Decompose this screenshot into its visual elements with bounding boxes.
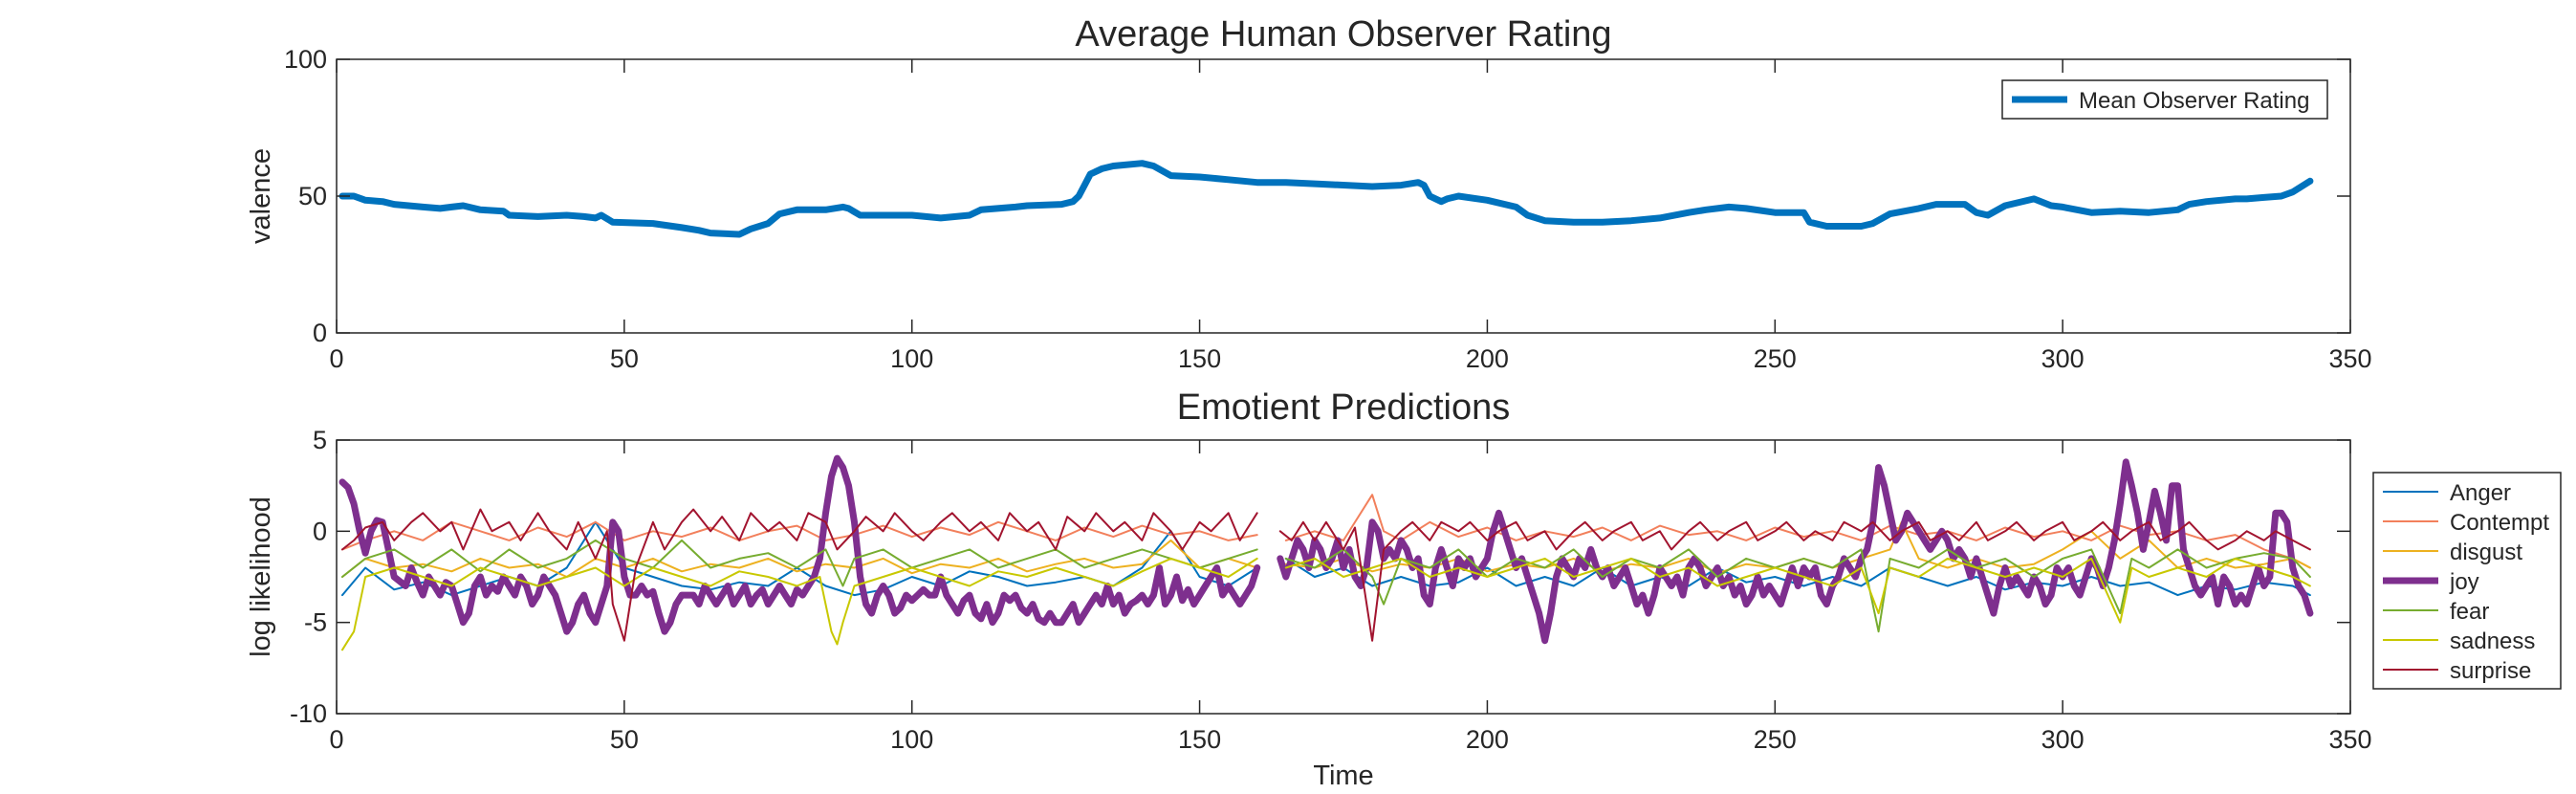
x-tick-label: 0 — [329, 344, 343, 373]
y-tick-label: 100 — [284, 45, 327, 74]
chart-title: Emotient Predictions — [1177, 387, 1511, 428]
legend-label: joy — [2449, 569, 2479, 595]
x-tick-label: 200 — [1466, 725, 1509, 754]
series-line-fear — [341, 539, 2311, 633]
x-tick-label: 50 — [610, 725, 639, 754]
legend-label: Mean Observer Rating — [2079, 88, 2309, 114]
x-tick-label: 300 — [2041, 344, 2085, 373]
x-tick-label: 100 — [890, 344, 933, 373]
legend-label: Anger — [2450, 480, 2511, 506]
legend-label: Contempt — [2450, 510, 2549, 536]
y-tick-label: 50 — [298, 182, 327, 210]
x-tick-label: 150 — [1178, 725, 1221, 754]
legend-box — [2001, 79, 2328, 120]
x-tick-label: 250 — [1754, 725, 1797, 754]
legend-label: fear — [2450, 599, 2489, 625]
y-tick-label: -5 — [304, 608, 327, 637]
series-line-sadness — [341, 557, 2311, 651]
legend-label: surprise — [2450, 658, 2531, 684]
axes-box — [336, 439, 2351, 715]
x-tick-label: 200 — [1466, 344, 1509, 373]
x-tick-label: 300 — [2041, 725, 2085, 754]
y-axis-label: valence — [246, 148, 276, 244]
series-group — [338, 454, 2314, 651]
subplot-1: 0 50 100 150 200 250 300 350 -10 -5 0 5 Emotient Pre… — [246, 387, 2562, 791]
y-tick-label: 5 — [313, 426, 327, 454]
y-tick-label: 0 — [313, 517, 327, 545]
series-group — [338, 160, 2314, 238]
x-tick-label: 350 — [2328, 344, 2371, 373]
series-line-surprise — [341, 508, 2311, 642]
x-tick-label: 150 — [1178, 344, 1221, 373]
chart-title: Average Human Observer Rating — [1075, 14, 1611, 55]
y-tick-label: 0 — [313, 319, 327, 347]
legend-label: disgust — [2450, 540, 2522, 565]
series-line-mean-observer-rating — [338, 160, 2314, 238]
y-tick-label: -10 — [290, 699, 327, 728]
x-tick-label: 350 — [2328, 725, 2371, 754]
x-tick-label: 100 — [890, 725, 933, 754]
x-tick-label: 250 — [1754, 344, 1797, 373]
legend-label: sadness — [2450, 629, 2535, 654]
x-tick-label: 50 — [610, 344, 639, 373]
y-axis-label: log likelihood — [246, 496, 276, 657]
x-tick-label: 0 — [329, 725, 343, 754]
series-line-joy — [338, 454, 2314, 645]
x-axis-label: Time — [1313, 761, 1373, 791]
legend: Mean Observer Rating — [2001, 79, 2328, 120]
subplot-0: 0 50 100 150 200 250 300 350 0 50 100 Average Human… — [246, 14, 2372, 373]
legend: Anger Contempt disgust joy fear sadness surpri… — [2372, 472, 2562, 690]
